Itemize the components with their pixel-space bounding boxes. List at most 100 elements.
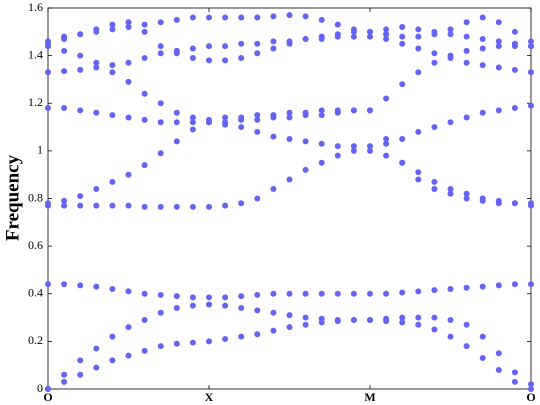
band-point xyxy=(447,185,454,192)
band-point xyxy=(93,109,100,116)
band-point xyxy=(61,47,68,54)
band-point xyxy=(157,343,164,350)
band-point xyxy=(77,31,84,38)
band-point xyxy=(511,378,518,385)
band-point xyxy=(189,302,196,309)
band-point xyxy=(61,281,68,288)
band-point xyxy=(189,114,196,121)
band-point xyxy=(254,307,261,314)
band-point xyxy=(302,290,309,297)
band-point xyxy=(399,81,406,88)
x-tick-label: O xyxy=(526,390,535,404)
band-point xyxy=(350,107,357,114)
band-point xyxy=(399,135,406,142)
band-point xyxy=(45,200,51,207)
band-point xyxy=(447,119,454,126)
band-point xyxy=(238,293,245,300)
band-point xyxy=(479,14,486,21)
band-point xyxy=(318,107,325,114)
band-point xyxy=(511,105,518,112)
y-tick-label: 0 xyxy=(37,381,43,395)
band-point xyxy=(189,55,196,62)
band-point xyxy=(77,193,84,200)
band-point xyxy=(318,315,325,322)
band-point xyxy=(270,13,277,20)
band-point xyxy=(141,28,148,35)
band-point xyxy=(528,386,534,392)
band-point xyxy=(109,357,116,364)
band-point xyxy=(495,43,502,50)
band-point xyxy=(109,112,116,119)
band-point xyxy=(157,150,164,157)
band-point xyxy=(350,316,357,323)
band-point xyxy=(286,290,293,297)
band-point xyxy=(173,138,180,145)
band-point xyxy=(511,200,518,207)
band-point xyxy=(125,78,132,85)
band-point xyxy=(511,369,518,376)
band-point xyxy=(431,314,438,321)
band-point xyxy=(141,162,148,169)
band-point xyxy=(318,290,325,297)
band-point xyxy=(189,203,196,210)
band-point xyxy=(141,203,148,210)
band-point xyxy=(173,119,180,126)
band-point xyxy=(431,178,438,185)
band-point xyxy=(302,321,309,328)
band-point xyxy=(286,109,293,116)
band-point xyxy=(302,166,309,173)
band-point xyxy=(254,128,261,135)
y-tick-label: 0.2 xyxy=(28,333,43,347)
band-point xyxy=(238,55,245,62)
band-point xyxy=(206,14,212,21)
band-point xyxy=(93,185,100,192)
band-point xyxy=(45,386,51,392)
band-point xyxy=(463,190,470,197)
y-tick-label: 1.2 xyxy=(28,95,43,109)
band-point xyxy=(77,371,84,378)
band-point xyxy=(93,28,100,35)
band-point xyxy=(511,28,518,35)
band-point xyxy=(286,40,293,47)
band-point xyxy=(157,43,164,50)
band-point xyxy=(77,107,84,114)
band-point xyxy=(157,203,164,210)
band-point xyxy=(141,290,148,297)
band-point xyxy=(141,316,148,323)
band-point xyxy=(511,281,518,288)
band-point xyxy=(157,291,164,298)
y-axis-title: Frequency xyxy=(2,154,23,241)
band-point xyxy=(254,291,261,298)
band-point xyxy=(109,333,116,340)
band-point xyxy=(447,190,454,197)
band-point xyxy=(173,203,180,210)
band-point xyxy=(447,55,454,62)
band-point xyxy=(270,112,277,119)
y-tick-label: 1.6 xyxy=(28,0,43,14)
band-point xyxy=(270,185,277,192)
band-point xyxy=(270,309,277,316)
band-point xyxy=(238,333,245,340)
band-point xyxy=(495,19,502,26)
band-point xyxy=(157,309,164,316)
band-point xyxy=(318,33,325,40)
band-point xyxy=(141,55,148,62)
band-point xyxy=(222,294,229,301)
band-point xyxy=(399,33,406,40)
band-point xyxy=(399,40,406,47)
band-point xyxy=(222,202,229,209)
band-point xyxy=(254,195,261,202)
y-tick-label: 0.4 xyxy=(28,286,43,300)
band-point xyxy=(157,119,164,126)
band-point xyxy=(367,33,373,40)
band-point xyxy=(222,121,229,128)
band-point xyxy=(157,19,164,26)
band-point xyxy=(109,285,116,292)
y-tick-label: 0.8 xyxy=(28,190,43,204)
band-point xyxy=(238,14,245,21)
band-point xyxy=(334,107,341,114)
band-point xyxy=(45,105,51,112)
band-point xyxy=(77,282,84,289)
band-point xyxy=(495,282,502,289)
